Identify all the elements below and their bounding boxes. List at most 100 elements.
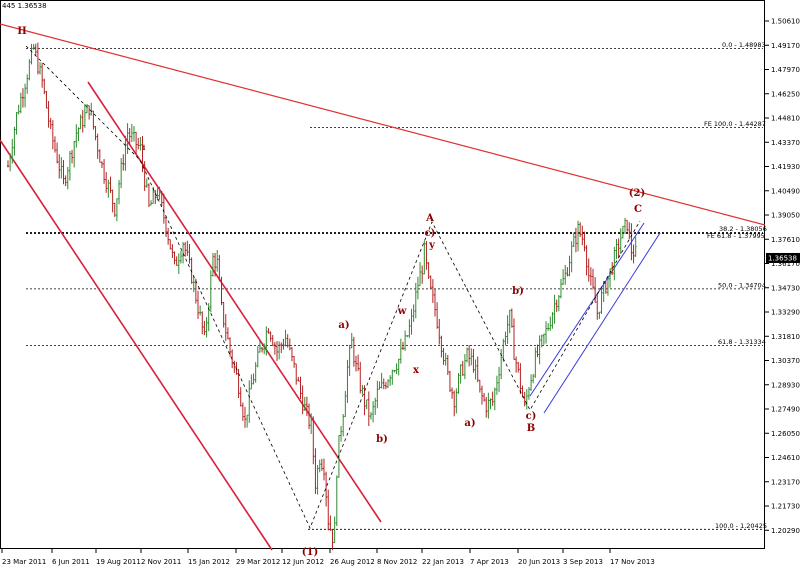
price-bar — [446, 354, 449, 376]
fib-label: 38.2 - 1.38056 — [719, 225, 767, 233]
price-bar — [103, 159, 106, 184]
price-bar — [220, 276, 223, 306]
price-bar — [549, 316, 552, 331]
y-tick-label: 1.20290 — [771, 527, 800, 535]
price-bar — [310, 413, 313, 435]
price-bar — [222, 302, 225, 328]
price-bar — [100, 161, 103, 168]
price-bar — [581, 225, 584, 246]
wave-label: II — [17, 26, 27, 37]
y-tick-label: 1.41930 — [771, 163, 800, 171]
price-bar — [167, 227, 170, 245]
price-bar — [440, 335, 443, 358]
price-bar — [589, 267, 592, 286]
price-bar — [308, 403, 311, 430]
price-bar — [120, 158, 123, 189]
price-bar — [271, 334, 274, 347]
price-bar — [378, 381, 381, 390]
price-bar — [64, 175, 67, 187]
y-tick-label: 1.28930 — [771, 381, 800, 389]
wave-label: (1) — [302, 547, 318, 558]
price-bar — [295, 363, 298, 385]
y-axis: 1.50610 1.49170 1.47970 1.46250 1.44810 1.433… — [765, 18, 800, 535]
price-bar — [184, 242, 187, 257]
price-bar — [118, 180, 121, 205]
y-tick-label: 1.24610 — [771, 454, 800, 462]
price-bar — [77, 127, 80, 142]
price-bar — [11, 138, 14, 164]
price-bar — [365, 399, 368, 410]
price-bar — [175, 256, 178, 266]
long-trend-line — [0, 23, 766, 226]
price-bar — [160, 191, 163, 207]
price-bar — [429, 275, 432, 289]
wave-label: A — [425, 213, 434, 224]
price-bar — [98, 149, 101, 163]
price-bar — [495, 375, 498, 395]
price-bar — [352, 336, 355, 367]
price-bar — [606, 278, 609, 296]
price-bar — [258, 341, 261, 353]
price-bar — [566, 267, 569, 277]
price-bar — [463, 354, 466, 380]
fib-label: FE 100.0 - 1.44287 — [704, 120, 766, 128]
price-bar — [632, 244, 635, 264]
price-bar — [536, 344, 539, 358]
price-bar — [534, 347, 537, 378]
price-bar — [416, 276, 419, 300]
current-price-label: 1.36538 — [768, 254, 797, 262]
price-bar — [361, 384, 364, 395]
price-bar — [376, 380, 379, 409]
price-bar — [60, 157, 63, 179]
x-tick-label: 12 Jun 2012 — [282, 558, 324, 566]
price-bar — [246, 414, 249, 428]
x-tick-label: 23 Mar 2011 — [2, 558, 46, 566]
y-tick-label: 1.37610 — [771, 236, 800, 244]
price-bar — [113, 202, 116, 218]
price-bar — [47, 101, 50, 128]
price-bar — [419, 262, 422, 287]
price-bar — [81, 110, 84, 133]
price-bar — [32, 43, 35, 50]
price-bar — [256, 346, 259, 368]
fib-label: 100.0 - 1.20425 — [715, 522, 767, 530]
wave-label: c) — [425, 228, 436, 239]
price-bar — [357, 354, 360, 371]
price-bar — [71, 149, 74, 164]
price-bar — [45, 90, 48, 109]
price-bar — [56, 142, 59, 164]
price-bar — [241, 402, 244, 421]
price-bar — [393, 370, 396, 373]
price-bar — [318, 459, 321, 473]
price-bar — [480, 385, 483, 405]
price-bar — [132, 126, 135, 142]
price-bar — [510, 308, 513, 328]
price-bar — [333, 516, 336, 544]
price-bar — [94, 126, 97, 141]
x-axis: 23 Mar 2011 6 Jun 2011 19 Aug 2011 2 Nov 20… — [1, 549, 655, 566]
price-bar — [493, 387, 496, 411]
price-bar — [211, 252, 214, 277]
price-bar — [188, 243, 191, 264]
price-bar — [152, 186, 155, 204]
price-bar — [532, 373, 535, 384]
price-bar — [34, 43, 37, 56]
price-bar — [421, 265, 424, 284]
price-bar — [538, 335, 541, 365]
current-price-badge — [766, 252, 800, 263]
price-bar — [243, 406, 246, 428]
price-bar — [568, 255, 571, 277]
price-bar — [43, 78, 46, 95]
price-bar — [269, 331, 272, 342]
y-tick-label: 1.21730 — [771, 503, 800, 511]
price-bar — [205, 317, 208, 338]
y-tick-label: 1.26050 — [771, 430, 800, 438]
wave-label: w — [397, 306, 407, 317]
price-bar — [83, 103, 86, 128]
price-bar — [389, 375, 392, 386]
price-bar — [24, 83, 27, 108]
price-bar — [329, 515, 332, 531]
wave-label: C — [634, 204, 642, 215]
